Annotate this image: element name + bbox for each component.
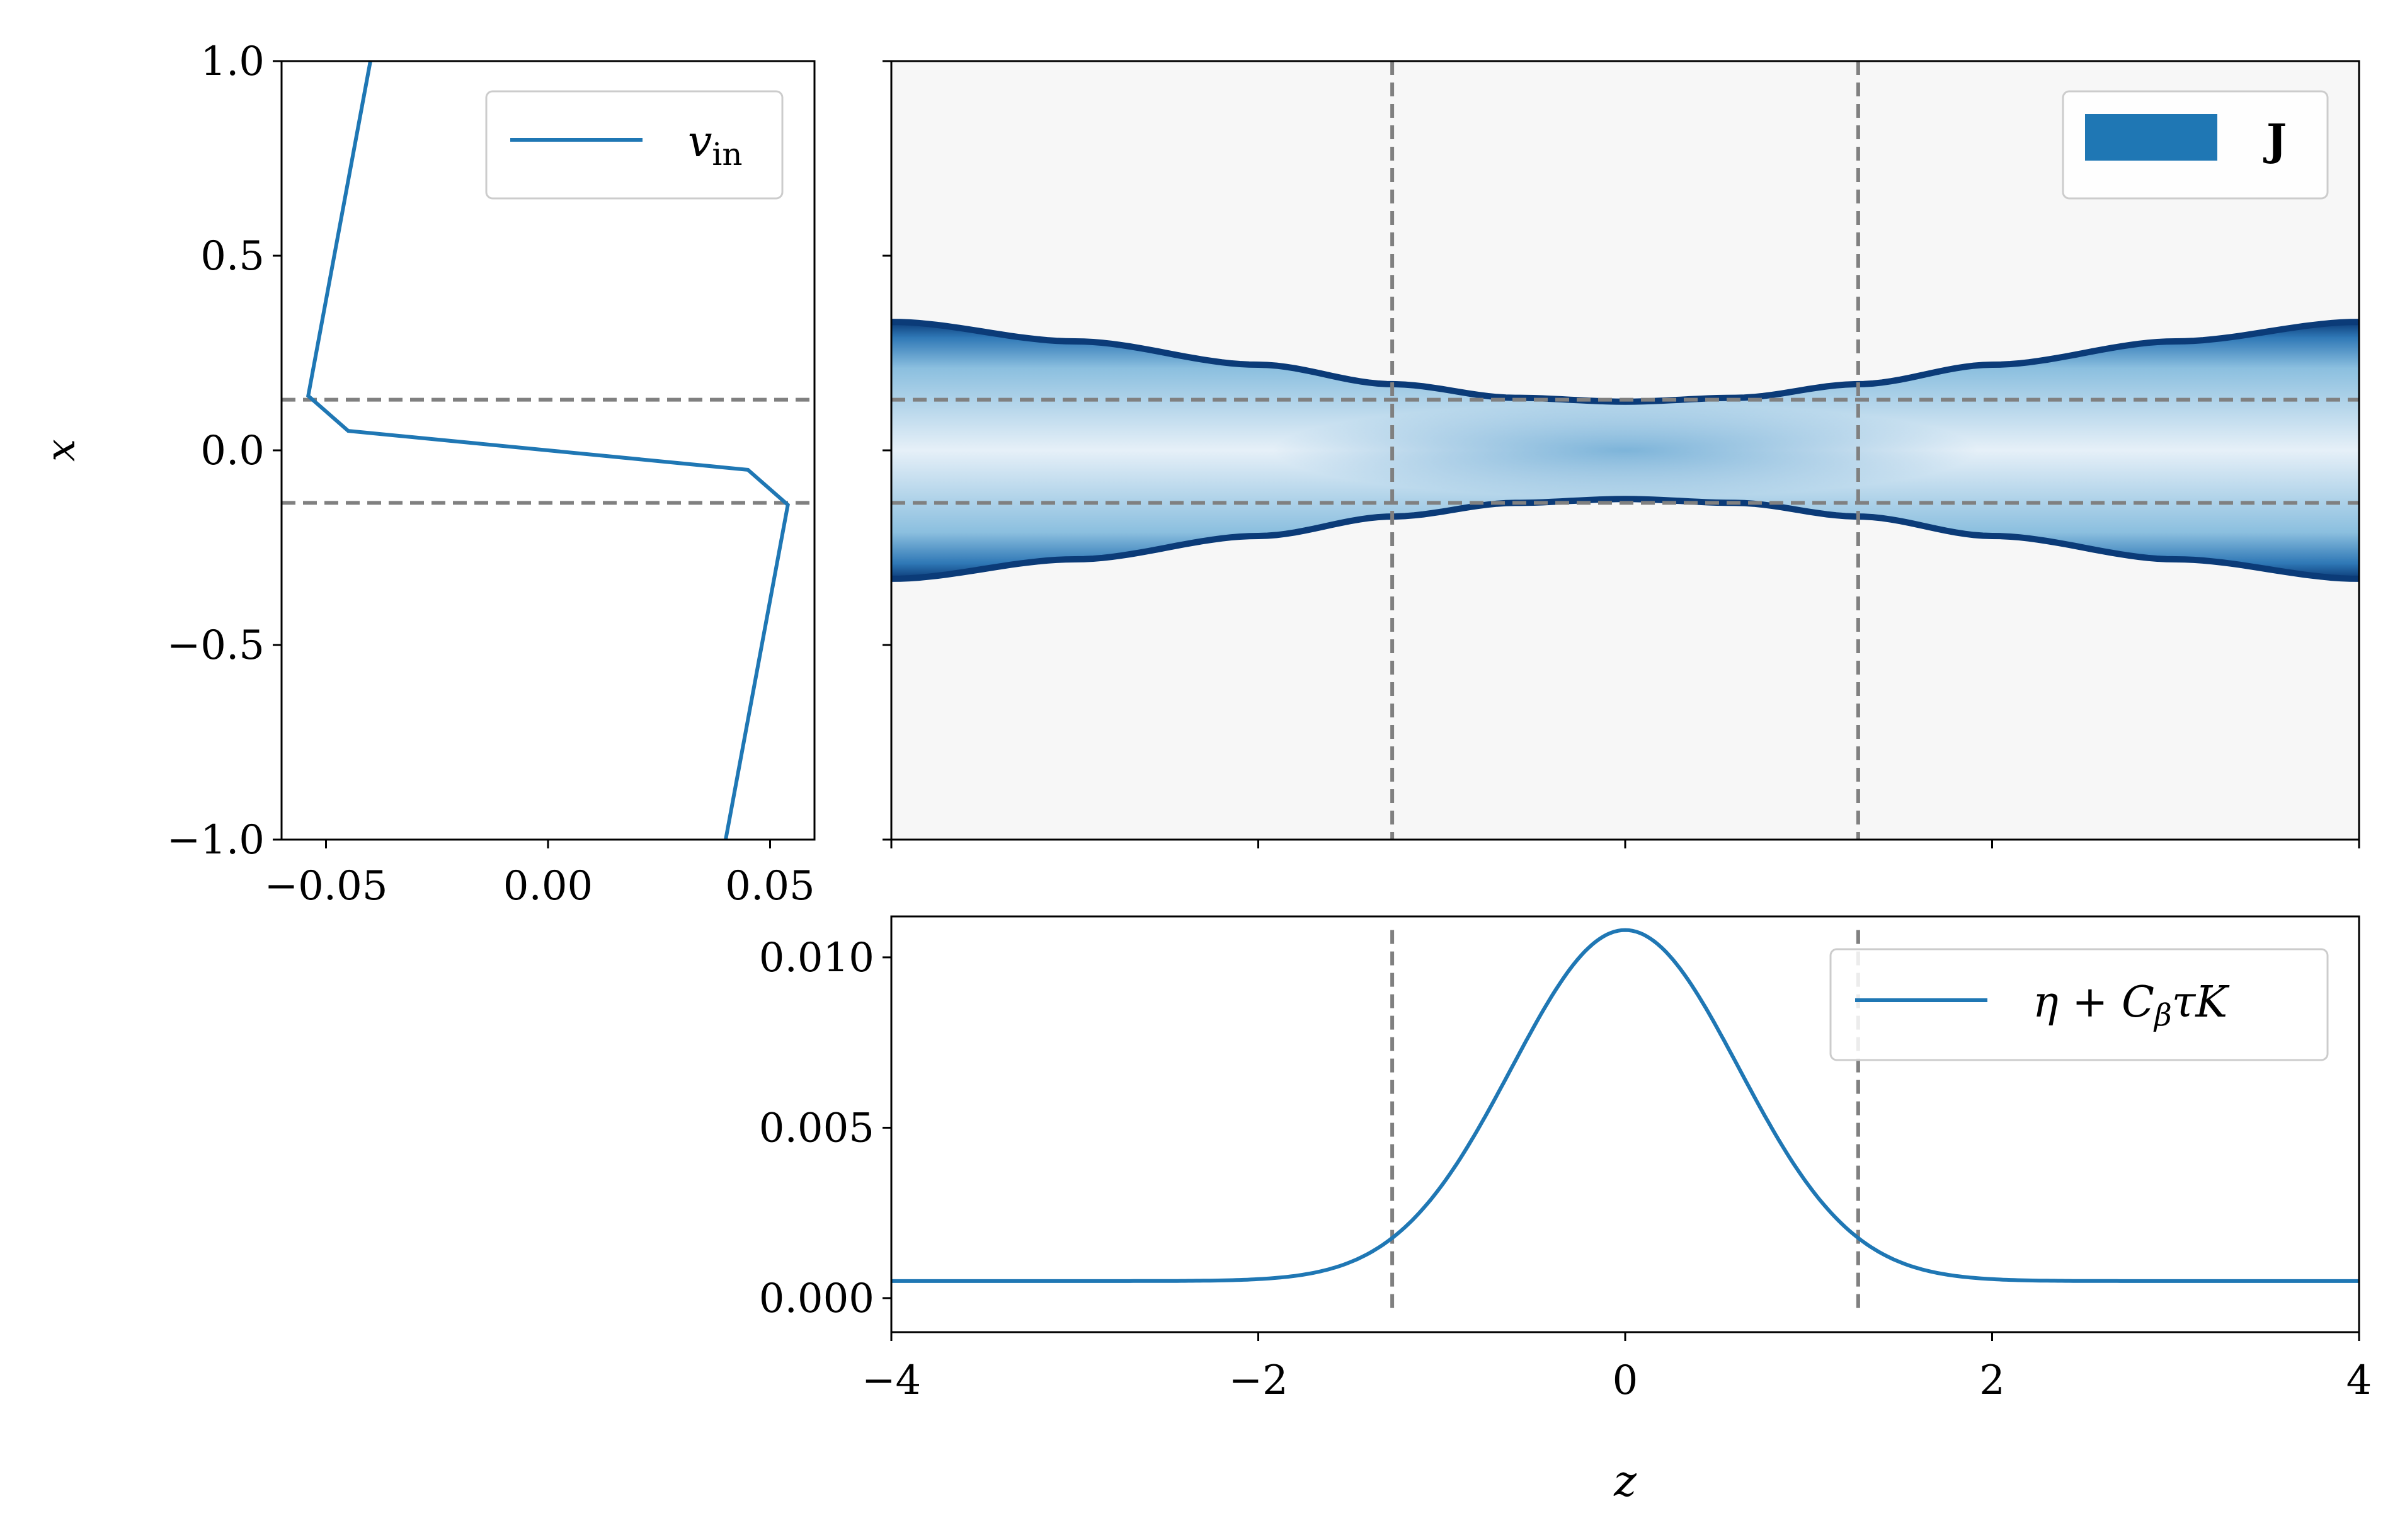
heatmap-panel: J bbox=[883, 60, 2360, 848]
left-legend: vin bbox=[485, 90, 784, 200]
bottom-vlines bbox=[1390, 930, 1860, 1315]
bottom-y-tick-label: 0.000 bbox=[759, 1275, 874, 1322]
left-panel: −0.05 0.00 0.05 −1.0 −0.5 0.0 0.5 1.0 x vin bbox=[38, 38, 816, 910]
left-x-tick-label: −0.05 bbox=[264, 863, 387, 910]
bottom-y-tick-label: 0.010 bbox=[759, 935, 874, 981]
bottom-legend-box bbox=[1829, 948, 2329, 1061]
bottom-x-tick-label: −4 bbox=[862, 1357, 921, 1404]
bottom-x-axis-label: z bbox=[1613, 1457, 1637, 1507]
left-plot-area bbox=[282, 61, 814, 840]
left-legend-box bbox=[485, 90, 784, 200]
left-y-ticks: −1.0 −0.5 0.0 0.5 1.0 bbox=[167, 38, 282, 864]
current-sheet-edge-top bbox=[891, 319, 2359, 405]
left-y-tick-label: 0.5 bbox=[200, 233, 265, 280]
left-y-tick-label: 1.0 bbox=[200, 38, 265, 85]
bottom-y-ticks: 0.000 0.005 0.010 bbox=[759, 935, 891, 1322]
bottom-x-ticks: −4 −2 0 2 4 bbox=[862, 1332, 2372, 1404]
left-x-tick-label: 0.05 bbox=[725, 863, 815, 910]
bottom-x-tick-label: 0 bbox=[1613, 1357, 1638, 1404]
bottom-x-tick-label: 4 bbox=[2346, 1357, 2372, 1404]
heatmap-ticks bbox=[883, 60, 2360, 848]
left-x-tick-label: 0.00 bbox=[503, 863, 593, 910]
bottom-x-tick-label: −2 bbox=[1228, 1357, 1288, 1404]
heatmap-legend-label: J bbox=[2263, 115, 2287, 166]
heatmap-dashed-lines bbox=[891, 61, 2359, 840]
heatmap-legend-swatch bbox=[2085, 114, 2217, 161]
bottom-x-tick-label: 2 bbox=[1979, 1357, 2005, 1404]
left-x-ticks: −0.05 0.00 0.05 bbox=[264, 840, 815, 910]
bottom-legend: η + CβτK bbox=[1829, 948, 2329, 1061]
left-y-axis-label: x bbox=[38, 439, 84, 462]
bottom-y-tick-label: 0.005 bbox=[759, 1105, 874, 1151]
bottom-panel: −4 −2 0 2 4 0.000 0.005 0.010 z η + CβτK bbox=[759, 915, 2372, 1507]
bottom-legend-label: η + CβτK bbox=[2033, 978, 2230, 1033]
left-y-tick-label: −0.5 bbox=[167, 622, 265, 669]
v-in-curve bbox=[306, 61, 790, 840]
current-sheet-edge-bottom bbox=[891, 496, 2359, 582]
eta-curve bbox=[891, 928, 2359, 1283]
left-y-tick-label: 0.0 bbox=[200, 428, 265, 474]
current-sheet-core bbox=[1272, 403, 1978, 498]
left-y-tick-label: −1.0 bbox=[167, 817, 265, 864]
bottom-plot-area bbox=[891, 928, 2359, 1315]
left-hlines bbox=[282, 397, 814, 505]
heatmap-legend: J bbox=[2062, 90, 2329, 200]
